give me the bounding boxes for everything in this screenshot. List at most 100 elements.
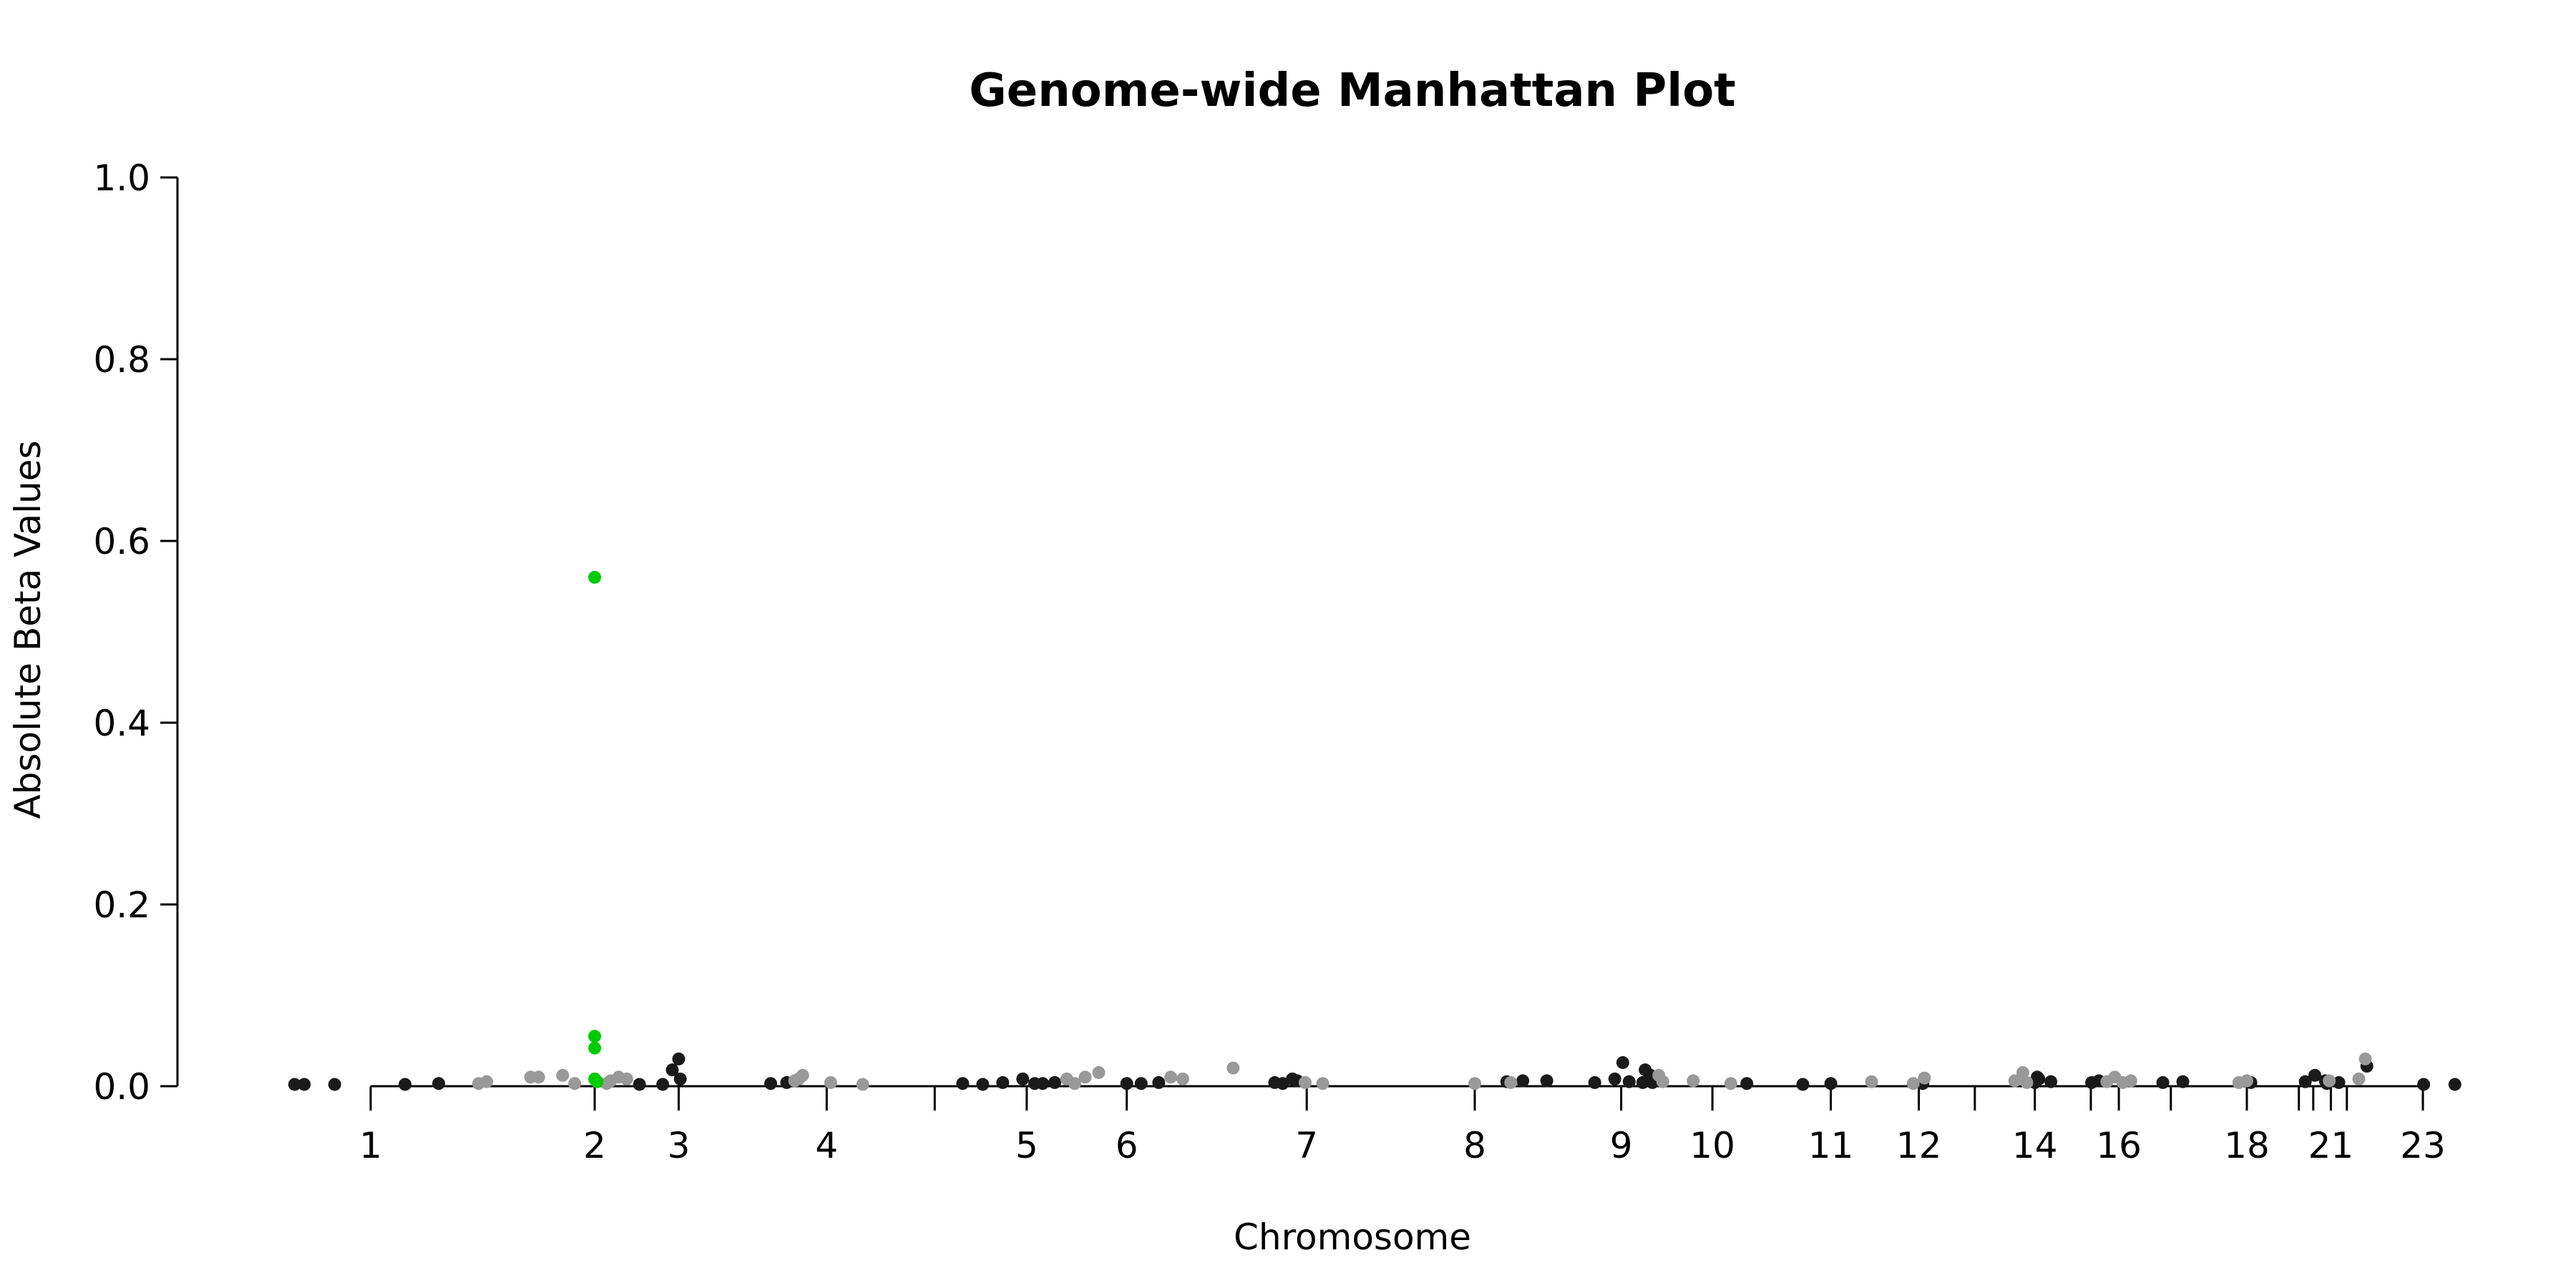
x-tick-label: 5 <box>1015 1125 1038 1166</box>
data-point <box>1120 1077 1133 1091</box>
data-point <box>556 1068 570 1082</box>
data-point <box>432 1077 446 1091</box>
data-point <box>1724 1077 1737 1091</box>
data-point <box>1824 1077 1838 1091</box>
y-axis-label: Absolute Beta Values <box>7 441 49 819</box>
data-point <box>976 1078 990 1091</box>
data-point <box>1656 1075 1669 1088</box>
x-tick-label: 2 <box>583 1125 606 1166</box>
data-point <box>1048 1075 1061 1089</box>
data-points <box>288 570 2462 1091</box>
data-point <box>1226 1061 1240 1075</box>
data-point <box>2332 1075 2346 1089</box>
data-point <box>1468 1077 1482 1091</box>
data-point <box>1078 1070 1092 1084</box>
data-point <box>2358 1052 2372 1065</box>
data-point <box>2156 1075 2170 1089</box>
x-tick-label: 8 <box>1463 1125 1486 1166</box>
data-point <box>633 1078 646 1091</box>
data-point <box>2176 1075 2190 1088</box>
data-point <box>1276 1077 1289 1091</box>
data-point <box>1176 1072 1189 1085</box>
data-point <box>1918 1071 1931 1085</box>
data-point <box>1164 1070 1178 1084</box>
data-point <box>1540 1074 1553 1088</box>
x-tick-label: 18 <box>2224 1125 2270 1166</box>
data-point <box>2032 1072 2046 1085</box>
data-point <box>2016 1065 2029 1079</box>
data-point <box>590 1075 604 1088</box>
data-point <box>1608 1072 1621 1085</box>
y-tick-label: 1.0 <box>93 157 150 199</box>
data-point <box>2417 1078 2431 1091</box>
data-point <box>2352 1072 2366 1085</box>
data-point <box>588 1030 602 1043</box>
y-tick-label: 0.2 <box>93 884 150 926</box>
x-tick-label: 7 <box>1295 1125 1318 1166</box>
data-point <box>665 1063 679 1077</box>
data-point <box>568 1077 582 1091</box>
data-point <box>996 1075 1010 1089</box>
data-point <box>796 1068 809 1082</box>
data-point <box>656 1078 670 1091</box>
y-tick-label: 0.4 <box>93 703 150 744</box>
x-tick-label: 14 <box>2012 1125 2058 1166</box>
x-tick-label: 21 <box>2308 1125 2354 1166</box>
data-point <box>2448 1078 2462 1091</box>
x-tick-label: 11 <box>1808 1125 1854 1166</box>
data-point <box>824 1075 837 1089</box>
data-point <box>764 1077 778 1091</box>
data-point <box>1068 1077 1081 1091</box>
data-point <box>2044 1075 2058 1088</box>
data-point <box>1588 1075 1601 1089</box>
x-tick-label: 1 <box>359 1125 382 1166</box>
data-point <box>2008 1074 2021 1088</box>
x-tick-label: 23 <box>2400 1125 2446 1166</box>
y-axis: 0.0 0.2 0.4 0.6 0.8 1.0 <box>93 157 179 1108</box>
data-point <box>620 1072 633 1085</box>
x-tick-label: 10 <box>1689 1125 1735 1166</box>
data-point <box>588 570 602 584</box>
data-point <box>1504 1075 1518 1089</box>
data-point <box>1796 1078 1810 1091</box>
x-axis: 1 2 3 4 5 6 7 8 9 10 11 12 14 16 18 21 23 <box>359 1085 2446 1166</box>
y-tick-label: 0.0 <box>93 1066 150 1108</box>
data-point <box>1298 1075 1312 1089</box>
data-point <box>1865 1075 1878 1088</box>
data-point <box>2298 1075 2312 1088</box>
data-point <box>480 1075 494 1088</box>
data-point <box>532 1070 545 1084</box>
data-point <box>2124 1074 2137 1088</box>
data-point <box>1036 1077 1050 1091</box>
data-point <box>673 1072 687 1085</box>
x-tick-label: 3 <box>668 1125 691 1166</box>
data-point <box>588 1041 602 1055</box>
data-point <box>1622 1075 1636 1088</box>
data-point <box>399 1078 412 1091</box>
data-point <box>2020 1075 2034 1089</box>
data-point <box>1016 1072 1030 1085</box>
x-tick-label: 4 <box>815 1125 838 1166</box>
x-tick-label: 16 <box>2096 1125 2142 1166</box>
data-point <box>2323 1074 2336 1088</box>
data-point <box>328 1078 341 1091</box>
data-point <box>672 1052 686 1065</box>
data-point <box>298 1078 311 1091</box>
data-point <box>1687 1074 1700 1088</box>
y-tick-label: 0.8 <box>93 339 150 381</box>
data-point <box>288 1078 301 1091</box>
data-point <box>856 1078 869 1091</box>
x-axis-label: Chromosome <box>1234 1216 1471 1258</box>
data-point <box>1092 1065 1106 1079</box>
data-point <box>1906 1077 1920 1091</box>
data-point <box>956 1077 970 1091</box>
x-tick-label: 12 <box>1896 1125 1942 1166</box>
x-tick-label: 6 <box>1116 1125 1138 1166</box>
data-point <box>1516 1074 1530 1088</box>
data-point <box>1616 1055 1629 1069</box>
chart-title: Genome-wide Manhattan Plot <box>969 64 1736 117</box>
data-point <box>1740 1077 1754 1091</box>
data-point <box>2240 1074 2254 1088</box>
y-tick-label: 0.6 <box>93 521 150 562</box>
